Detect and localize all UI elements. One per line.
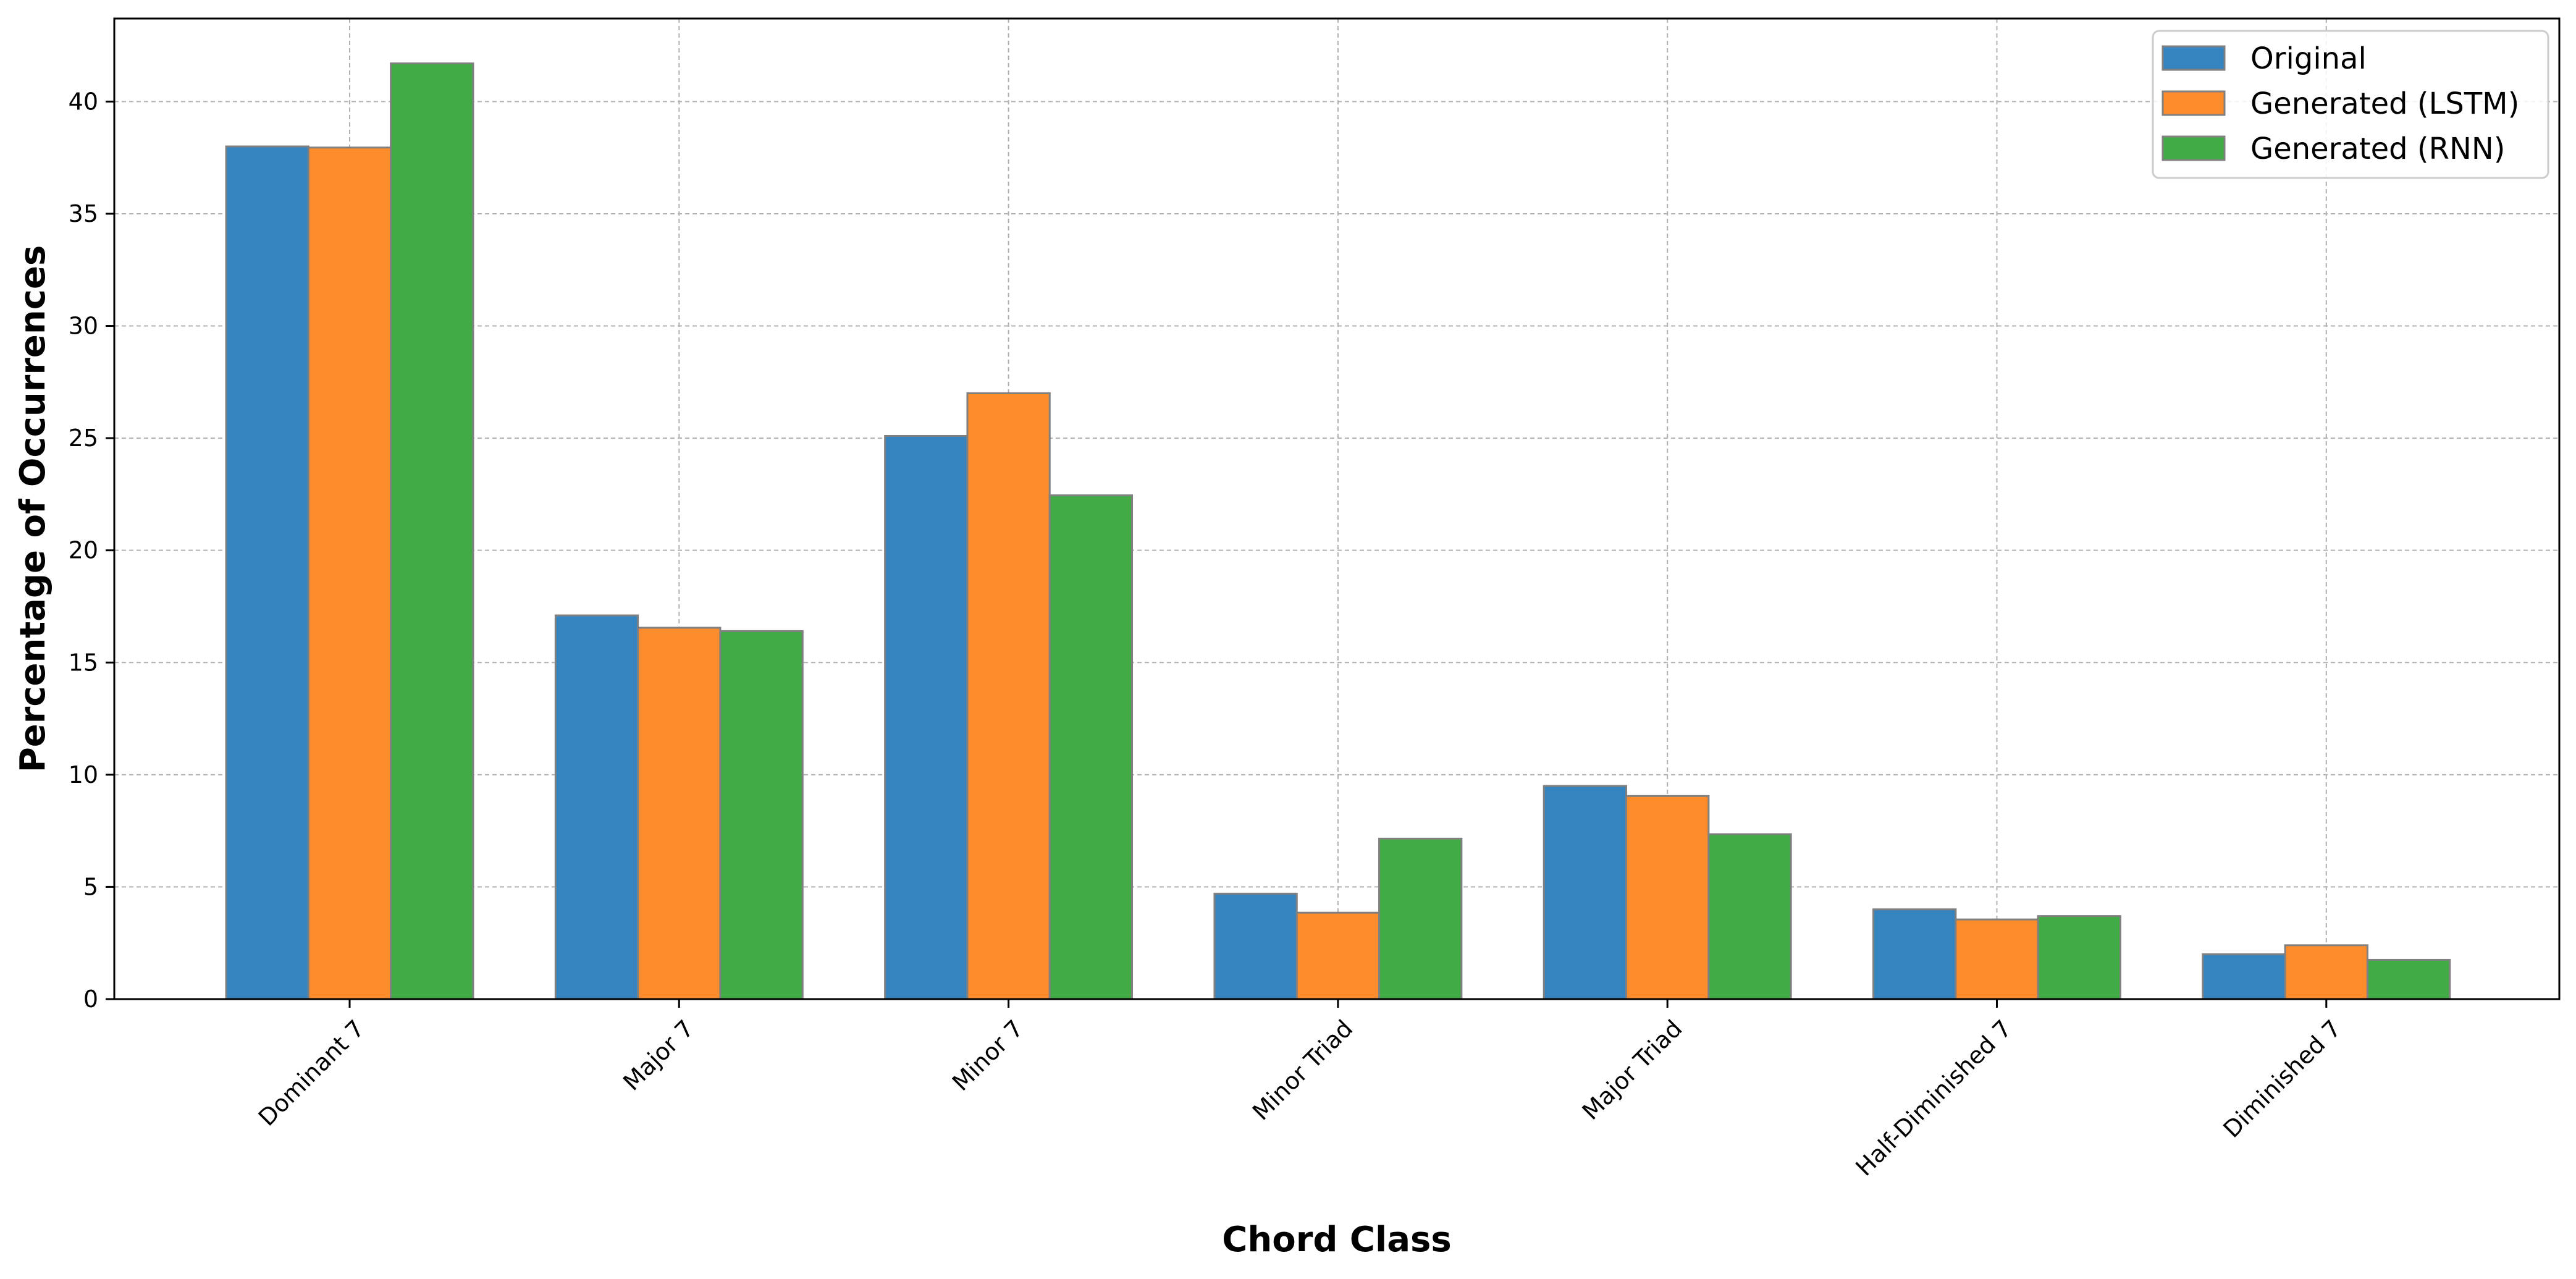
legend-swatch — [2161, 90, 2226, 116]
legend-swatch — [2161, 135, 2226, 161]
x-tick-label: Major Triad — [1577, 1015, 1688, 1125]
y-tick-label: 40 — [69, 88, 98, 115]
bar — [1048, 494, 1134, 1000]
bar — [1707, 833, 1792, 1000]
x-tick-label: Diminished 7 — [2218, 1015, 2347, 1143]
legend-frame — [2152, 30, 2549, 179]
x-axis-label: Chord Class — [1222, 1220, 1451, 1260]
bar — [225, 145, 309, 1000]
bars — [225, 62, 2451, 1000]
plot-frame — [113, 17, 2561, 1000]
bar — [1543, 785, 1628, 1000]
y-tick-label: 30 — [69, 313, 98, 340]
bar — [2202, 953, 2286, 1000]
bar — [719, 630, 804, 1000]
y-tick-label: 25 — [69, 424, 98, 452]
bar — [554, 614, 639, 1000]
legend: Original Generated (LSTM) Generated (RNN) — [2152, 30, 2549, 179]
bar — [637, 627, 722, 1000]
x-tick-label: Major 7 — [618, 1015, 699, 1095]
y-tick-label: 15 — [69, 649, 98, 676]
legend-label: Original — [2250, 41, 2367, 76]
bar — [1872, 908, 1957, 1000]
bar — [884, 434, 969, 1000]
bar — [1625, 795, 1710, 1000]
bar — [1213, 892, 1298, 1000]
bar — [1378, 837, 1463, 1000]
bar — [307, 146, 392, 1000]
y-tick-label: 10 — [69, 761, 98, 788]
bar — [1955, 918, 2039, 1000]
bar — [2284, 944, 2368, 1000]
bar — [1295, 911, 1381, 1000]
x-tick-label: Minor Triad — [1247, 1015, 1358, 1125]
y-tick-label: 35 — [69, 200, 98, 227]
bar — [2037, 915, 2121, 1000]
y-axis-label: Percentage of Occurrences — [13, 245, 53, 773]
legend-label: Generated (RNN) — [2250, 132, 2506, 166]
legend-swatch — [2161, 45, 2226, 71]
bar — [390, 62, 474, 1000]
x-tick-label: Minor 7 — [947, 1015, 1029, 1096]
y-tick-label: 0 — [83, 986, 98, 1013]
x-tick-label: Dominant 7 — [253, 1015, 370, 1131]
bar — [2366, 958, 2451, 1000]
legend-label: Generated (LSTM) — [2250, 87, 2519, 121]
y-tick-label: 20 — [69, 537, 98, 564]
y-tick-label: 5 — [83, 873, 98, 900]
x-tick-label: Half-Diminished 7 — [1850, 1015, 2016, 1181]
bar — [966, 392, 1051, 1000]
